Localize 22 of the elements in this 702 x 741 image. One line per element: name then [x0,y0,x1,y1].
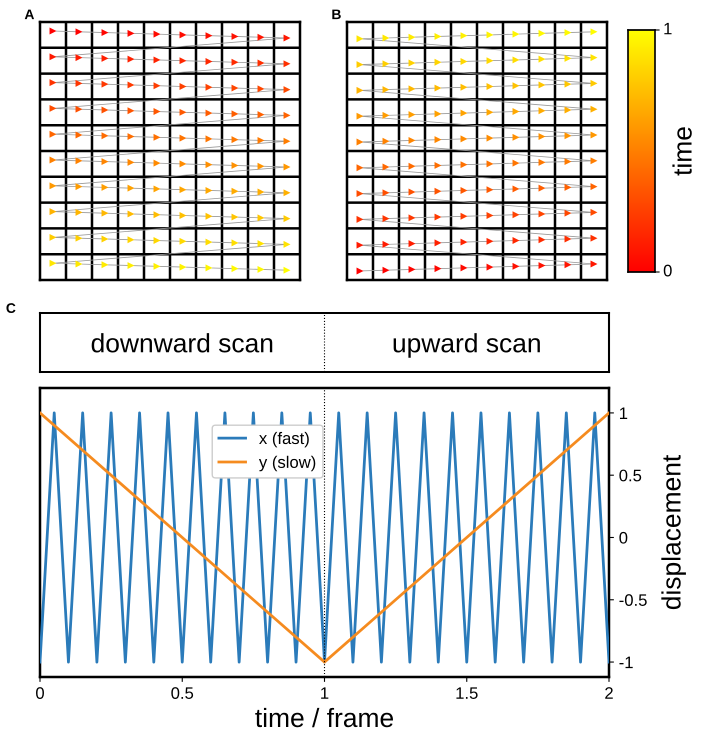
text: A [24,10,34,20]
chart-title: C [6,303,16,314]
y-tick-label: 0 [619,532,628,544]
text: downward scan [92,333,272,353]
x-tick-label: 1.5 [456,687,478,699]
text: B [332,10,341,20]
x-tick-label: 2 [605,687,613,699]
x-tick-label: 0 [36,687,44,699]
text: 1 [664,22,672,34]
color-bar-title: time [672,127,692,176]
y-tick-label: -0.5 [619,594,647,606]
legend-label: y (slow) [258,456,316,472]
x-tick-label: 1 [321,687,328,699]
text: upward scan [394,333,540,358]
legend-label: x (fast) [259,432,309,448]
x-tick-label: 0.5 [171,687,194,699]
x-axis-title: time / frame [255,708,393,728]
text: 0 [664,264,672,276]
y-axis-title: displacement [661,454,686,610]
y-tick-label: 1 [620,407,628,419]
y-tick-label: -1 [619,656,633,668]
y-tick-label: 0.5 [619,470,642,482]
